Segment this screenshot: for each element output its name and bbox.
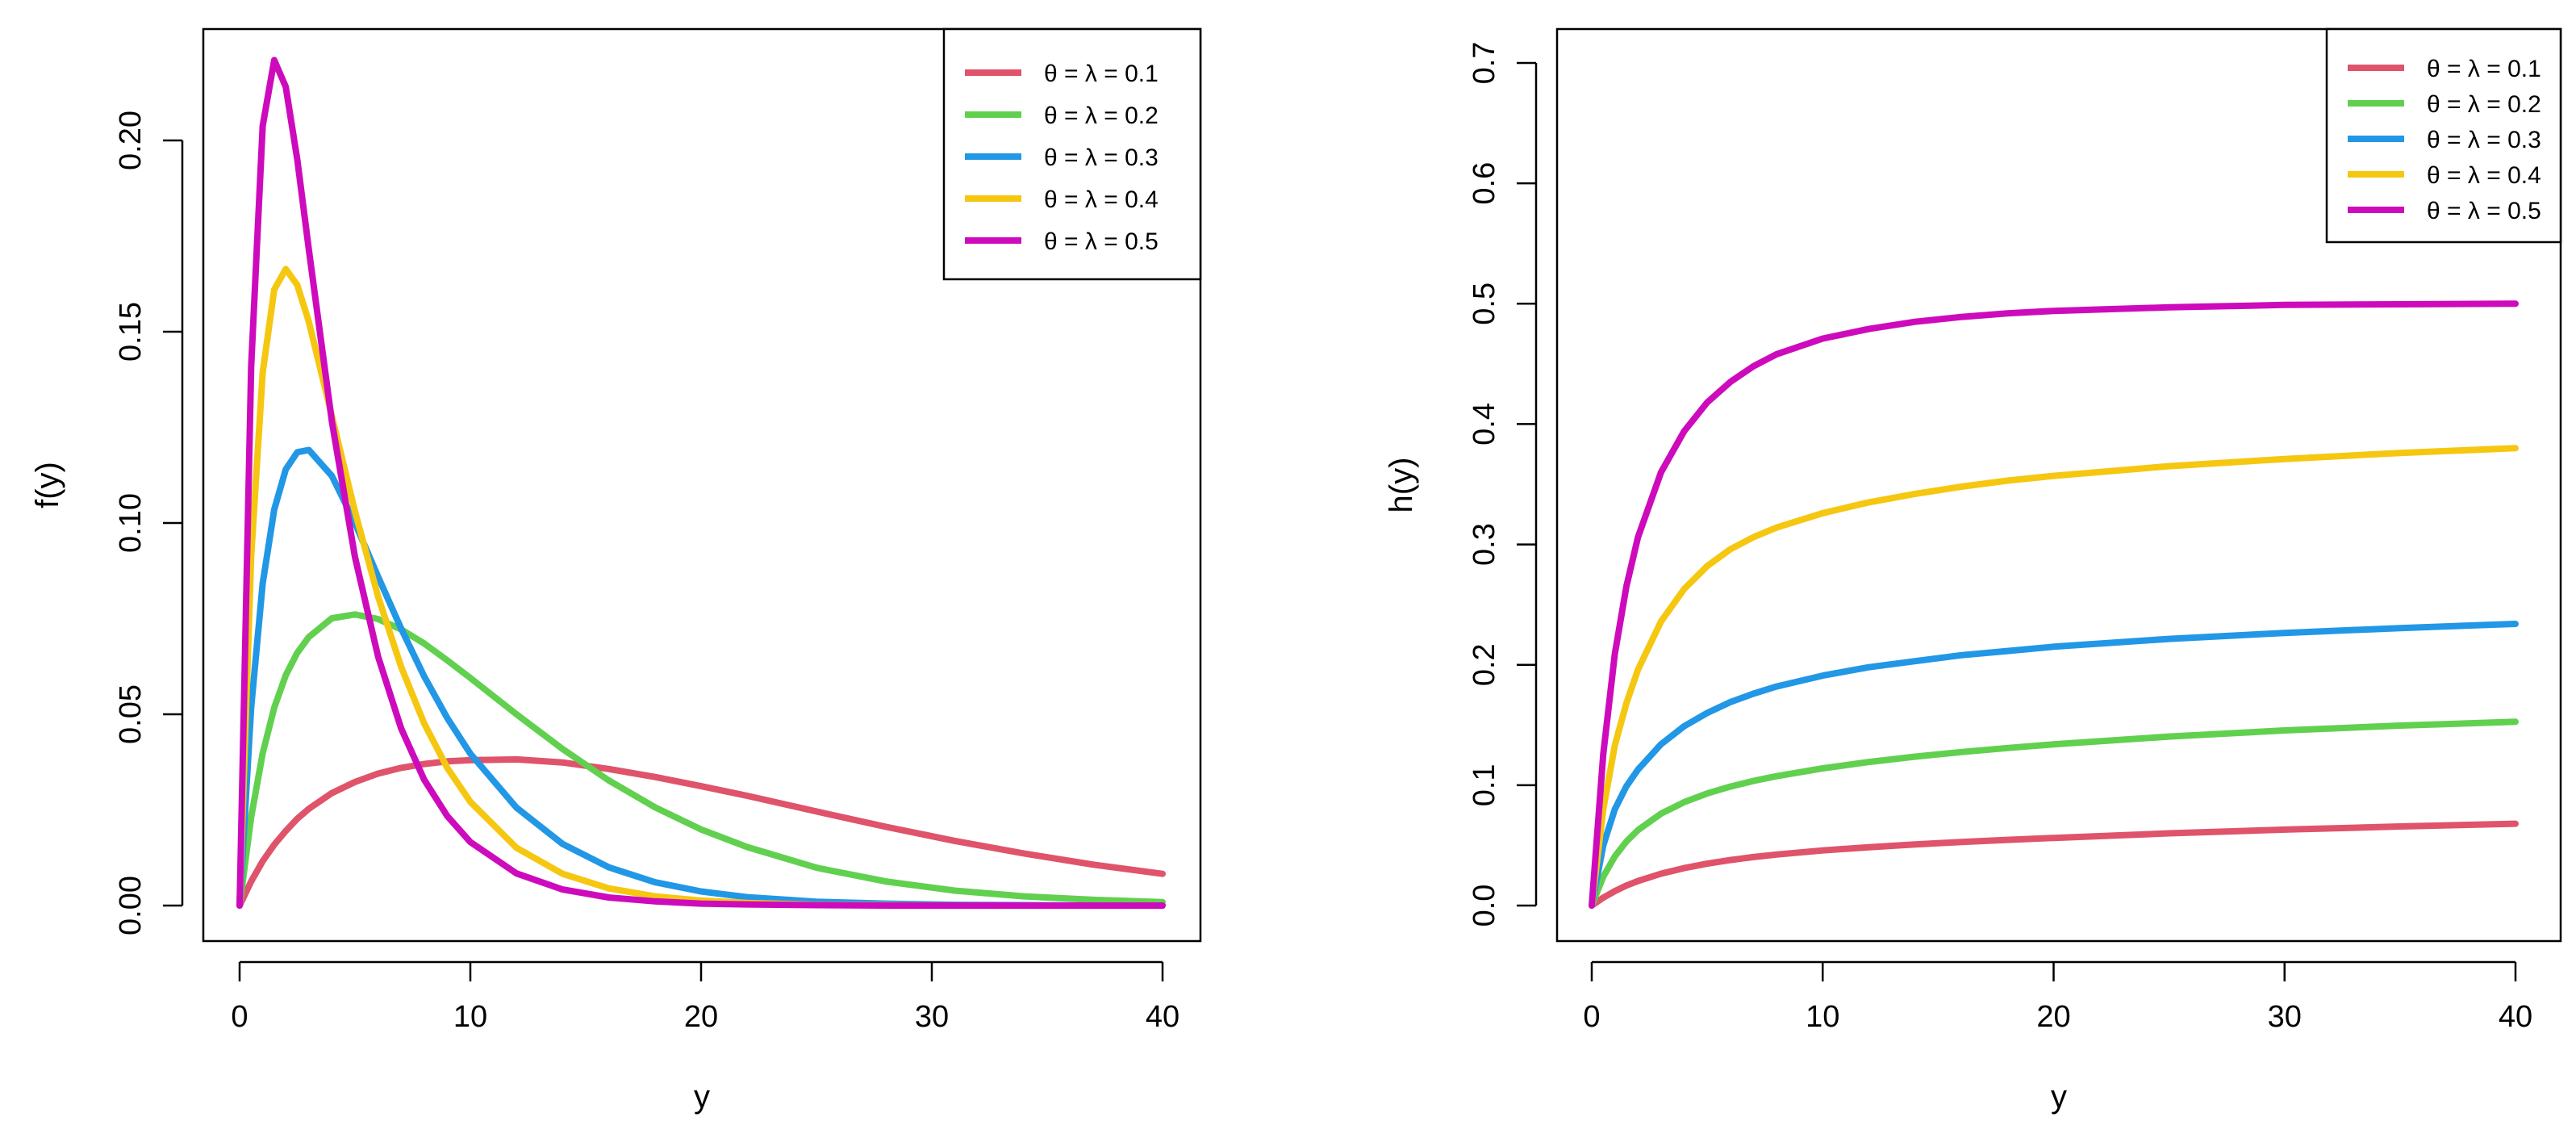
x-tick-label: 30 [915, 1000, 949, 1034]
x-tick-label: 0 [231, 1000, 248, 1034]
y-tick-label: 0.2 [1468, 643, 1501, 686]
y-tick-label: 0.20 [114, 111, 148, 170]
legend-label: θ = λ = 0.2 [2427, 91, 2541, 118]
x-axis-label: y [694, 1079, 710, 1115]
y-tick-label: 0.0 [1468, 885, 1501, 927]
y-tick-label: 0.5 [1468, 282, 1501, 325]
legend-label: θ = λ = 0.3 [2427, 127, 2541, 153]
series-line-5 [1589, 300, 2519, 909]
y-tick-label: 0.15 [114, 302, 148, 362]
legend-label: θ = λ = 0.4 [2427, 162, 2541, 189]
y-tick-label: 0.4 [1468, 403, 1501, 446]
legend-label: θ = λ = 0.5 [1044, 228, 1159, 255]
y-axis-label: f(y) [30, 462, 65, 508]
series-line-4 [236, 266, 1166, 909]
x-tick-label: 0 [1583, 1000, 1600, 1034]
y-tick-label: 0.7 [1468, 42, 1501, 85]
x-tick-label: 20 [2036, 1000, 2070, 1034]
x-tick-label: 10 [1806, 1000, 1839, 1034]
y-tick-label: 0.10 [114, 493, 148, 553]
legend: θ = λ = 0.1 θ = λ = 0.2 θ = λ = 0.3 θ = λ =… [2325, 27, 2562, 244]
y-axis-label: h(y) [1384, 458, 1419, 513]
series-line-2 [1589, 718, 2519, 909]
chart-panel-1: 0 10 20 30 40 0.00 0.05 0.10 0.15 0.20 y f(y) θ = λ … [30, 27, 1202, 1115]
legend: θ = λ = 0.1 θ = λ = 0.2 θ = λ = 0.3 θ = λ =… [942, 27, 1202, 281]
x-tick-label: 40 [1146, 1000, 1179, 1034]
series-line-3 [236, 446, 1166, 909]
x-axis-label: y [2051, 1079, 2067, 1115]
x-tick-label: 20 [684, 1000, 718, 1034]
x-tick-label: 40 [2499, 1000, 2532, 1034]
series-line-1 [1589, 820, 2519, 909]
series-line-3 [1589, 621, 2519, 909]
series-line-1 [236, 755, 1166, 909]
chart-panel-2: 0 10 20 30 40 0.0 0.1 0.2 0.3 0.4 0.5 0.6 0.7 y h(y) θ … [1384, 27, 2562, 1115]
series-line-2 [236, 611, 1166, 909]
x-tick-label: 10 [453, 1000, 487, 1034]
x-tick-label: 30 [2268, 1000, 2302, 1034]
legend-label: θ = λ = 0.2 [1044, 103, 1159, 129]
y-tick-label: 0.1 [1468, 764, 1501, 806]
series-line-5 [236, 56, 1166, 909]
series-line-4 [1589, 445, 2519, 909]
y-tick-label: 0.6 [1468, 162, 1501, 205]
legend-label: θ = λ = 0.5 [2427, 198, 2541, 224]
y-tick-label: 0.05 [114, 684, 148, 744]
y-tick-label: 0.3 [1468, 523, 1501, 566]
y-tick-label: 0.00 [114, 876, 148, 935]
legend-label: θ = λ = 0.4 [1044, 186, 1159, 213]
legend-label: θ = λ = 0.1 [1044, 61, 1159, 87]
plot-frame [202, 27, 1202, 943]
plot-frame [1555, 27, 2562, 943]
legend-label: θ = λ = 0.1 [2427, 56, 2541, 82]
legend-label: θ = λ = 0.3 [1044, 144, 1159, 171]
